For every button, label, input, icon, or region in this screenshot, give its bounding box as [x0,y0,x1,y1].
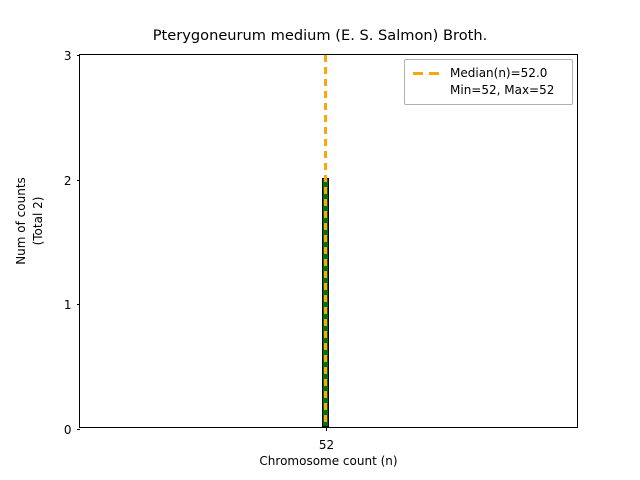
median-line [324,55,327,427]
legend-label-median: Median(n)=52.0 [450,66,548,80]
legend-entry-median: Median(n)=52.0 [412,65,565,82]
dashed-line-icon [412,66,442,81]
y-axis-label: Num of counts (Total 2) [14,177,45,265]
y-tick-label-3: 3 [63,49,72,63]
y-tick-3: 3 [64,49,80,63]
y-tick-1: 1 [64,298,80,312]
x-tick-label-52: 52 [318,437,335,452]
chart-legend: Median(n)=52.0 Min=52, Max=52 [404,59,573,105]
y-tick-label-0: 0 [63,423,72,437]
chart-title: Pterygoneurum medium (E. S. Salmon) Brot… [152,27,488,44]
plot-area: 0 1 2 3 52 [64,49,578,452]
legend-label-minmax: Min=52, Max=52 [450,82,555,97]
y-tick-label-2: 2 [63,173,72,188]
y-tick-label-1: 1 [63,298,72,313]
x-axis-label: Chromosome count (n) [259,454,398,468]
y-tick-2: 2 [64,174,80,188]
y-tick-0: 0 [64,423,80,437]
x-tick-52: 52 [319,427,334,452]
